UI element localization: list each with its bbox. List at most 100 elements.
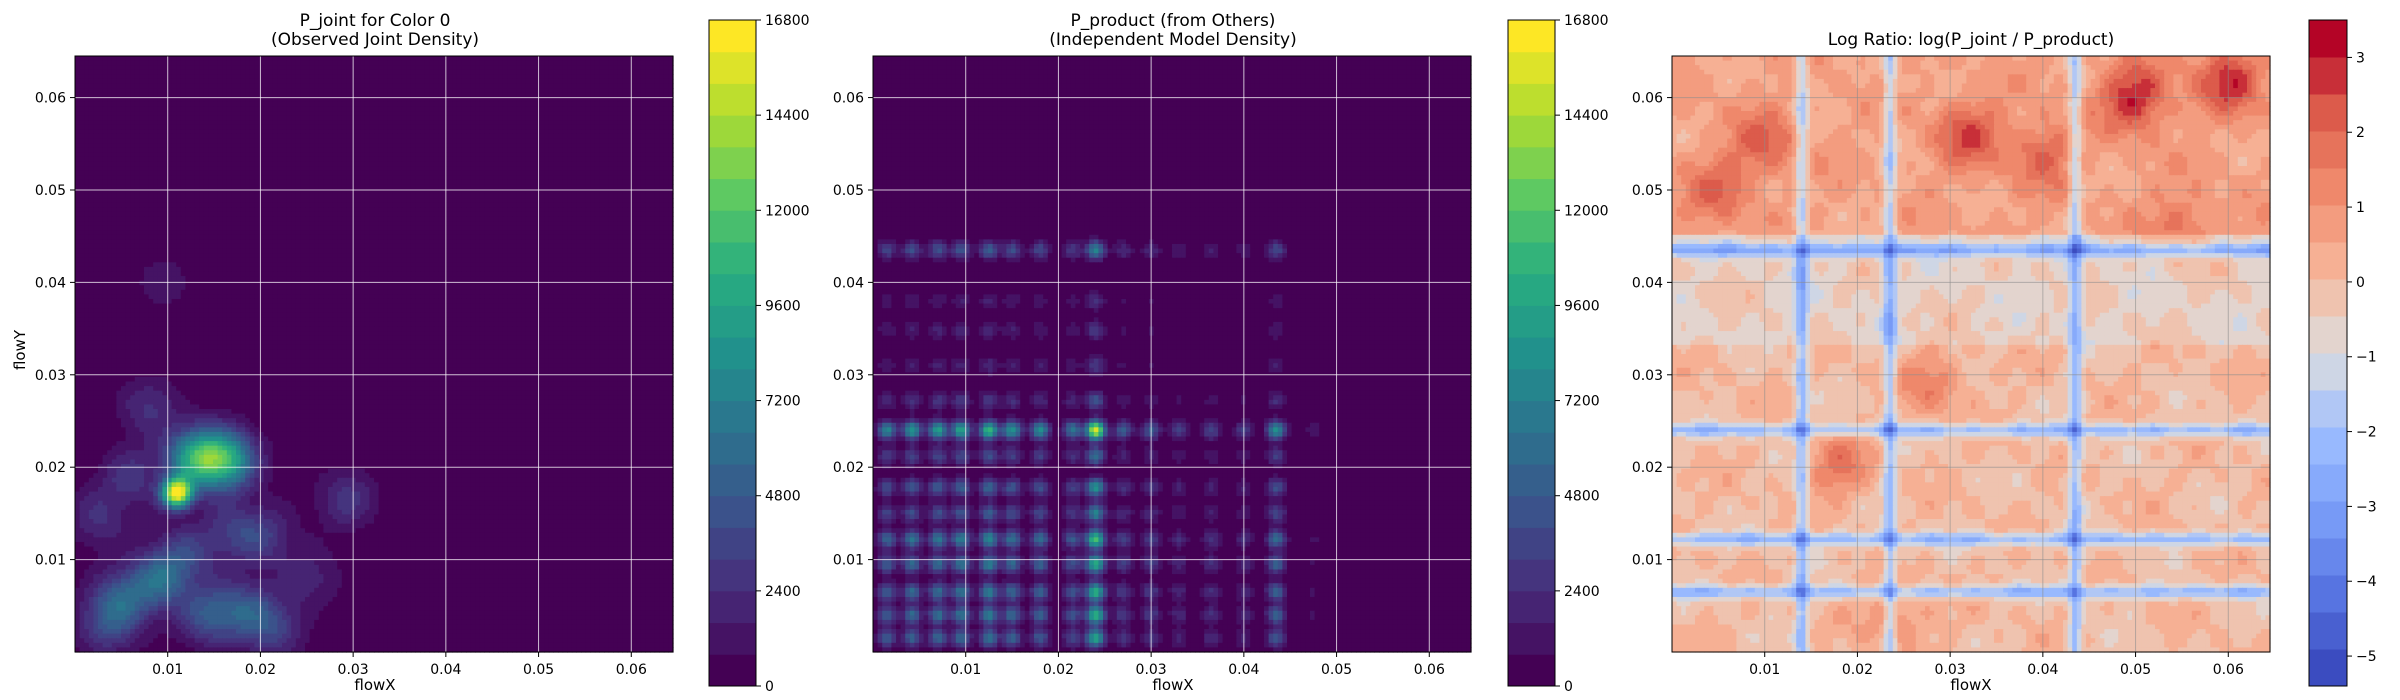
heatmap-cell — [139, 88, 144, 93]
heatmap-cell — [572, 74, 577, 79]
heatmap-cell — [75, 70, 80, 75]
heatmap-cell — [613, 84, 618, 89]
heatmap-cell — [503, 143, 508, 148]
heatmap-cell — [323, 171, 328, 176]
heatmap-cell — [484, 166, 489, 171]
heatmap-cell — [218, 106, 223, 111]
heatmap-cell — [549, 61, 554, 66]
heatmap-cell — [563, 65, 568, 70]
heatmap-cell — [461, 116, 466, 121]
heatmap-cell — [650, 116, 655, 121]
heatmap-cell — [471, 143, 476, 148]
heatmap-cell — [149, 88, 154, 93]
heatmap-cell — [89, 148, 94, 153]
heatmap-cell — [618, 161, 623, 166]
heatmap-cell — [103, 102, 108, 107]
heatmap-cell — [259, 134, 264, 139]
heatmap-cell — [333, 148, 338, 153]
heatmap-cell — [650, 157, 655, 162]
heatmap-cell — [149, 74, 154, 79]
heatmap-cell — [356, 70, 361, 75]
heatmap-cell — [172, 143, 177, 148]
heatmap-cell — [489, 166, 494, 171]
heatmap-cell — [181, 152, 186, 157]
heatmap-cell — [185, 84, 190, 89]
heatmap-cell — [107, 148, 112, 153]
heatmap-cell — [517, 148, 522, 153]
heatmap-cell — [632, 157, 637, 162]
heatmap-cell — [420, 152, 425, 157]
heatmap-cell — [503, 102, 508, 107]
heatmap-cell — [213, 56, 218, 61]
heatmap-cell — [287, 111, 292, 116]
heatmap-cell — [636, 161, 641, 166]
heatmap-cell — [632, 120, 637, 125]
heatmap-cell — [604, 88, 609, 93]
heatmap-cell — [116, 56, 121, 61]
heatmap-cell — [264, 56, 269, 61]
heatmap-cell — [158, 79, 163, 84]
heatmap-cell — [277, 65, 282, 70]
heatmap-cell — [507, 166, 512, 171]
heatmap-cell — [80, 102, 85, 107]
heatmap-cell — [425, 157, 430, 162]
heatmap-cell — [158, 84, 163, 89]
heatmap-cell — [484, 157, 489, 162]
heatmap-cell — [208, 106, 213, 111]
heatmap-cell — [107, 74, 112, 79]
heatmap-cell — [149, 56, 154, 61]
heatmap-cell — [452, 125, 457, 130]
heatmap-cell — [144, 61, 149, 66]
heatmap-cell — [448, 102, 453, 107]
heatmap-cell — [420, 161, 425, 166]
heatmap-cell — [452, 88, 457, 93]
heatmap-cell — [333, 61, 338, 66]
heatmap-cell — [526, 111, 531, 116]
heatmap-cell — [379, 134, 384, 139]
heatmap-cell — [112, 102, 117, 107]
heatmap-cell — [282, 143, 287, 148]
heatmap-cell — [342, 125, 347, 130]
heatmap-cell — [567, 161, 572, 166]
heatmap-cell — [208, 70, 213, 75]
heatmap-cell — [581, 84, 586, 89]
heatmap-cell — [245, 56, 250, 61]
heatmap-cell — [558, 116, 563, 121]
heatmap-cell — [535, 134, 540, 139]
heatmap-cell — [139, 143, 144, 148]
heatmap-cell — [461, 134, 466, 139]
heatmap-cell — [457, 139, 462, 144]
heatmap-cell — [392, 166, 397, 171]
heatmap-cell — [434, 88, 439, 93]
heatmap-cell — [333, 125, 338, 130]
heatmap-cell — [319, 152, 324, 157]
heatmap-cell — [553, 152, 558, 157]
heatmap-cell — [613, 125, 618, 130]
heatmap-cell — [374, 139, 379, 144]
heatmap-cell — [172, 102, 177, 107]
heatmap-cell — [172, 56, 177, 61]
heatmap-cell — [328, 129, 333, 134]
heatmap-cell — [300, 88, 305, 93]
heatmap-cell — [567, 148, 572, 153]
heatmap-cell — [530, 125, 535, 130]
heatmap-cell — [655, 148, 660, 153]
heatmap-cell — [420, 74, 425, 79]
heatmap-cell — [227, 70, 232, 75]
heatmap-cell — [429, 106, 434, 111]
heatmap-cell — [609, 120, 614, 125]
heatmap-cell — [507, 88, 512, 93]
heatmap-cell — [135, 143, 140, 148]
heatmap-cell — [369, 148, 374, 153]
heatmap-cell — [636, 166, 641, 171]
heatmap-cell — [273, 88, 278, 93]
heatmap-cell — [420, 148, 425, 153]
heatmap-cell — [517, 84, 522, 89]
heatmap-cell — [402, 120, 407, 125]
heatmap-cell — [135, 65, 140, 70]
heatmap-cell — [388, 61, 393, 66]
heatmap-cell — [618, 166, 623, 171]
heatmap-cell — [259, 106, 264, 111]
heatmap-cell — [535, 106, 540, 111]
heatmap-cell — [250, 152, 255, 157]
